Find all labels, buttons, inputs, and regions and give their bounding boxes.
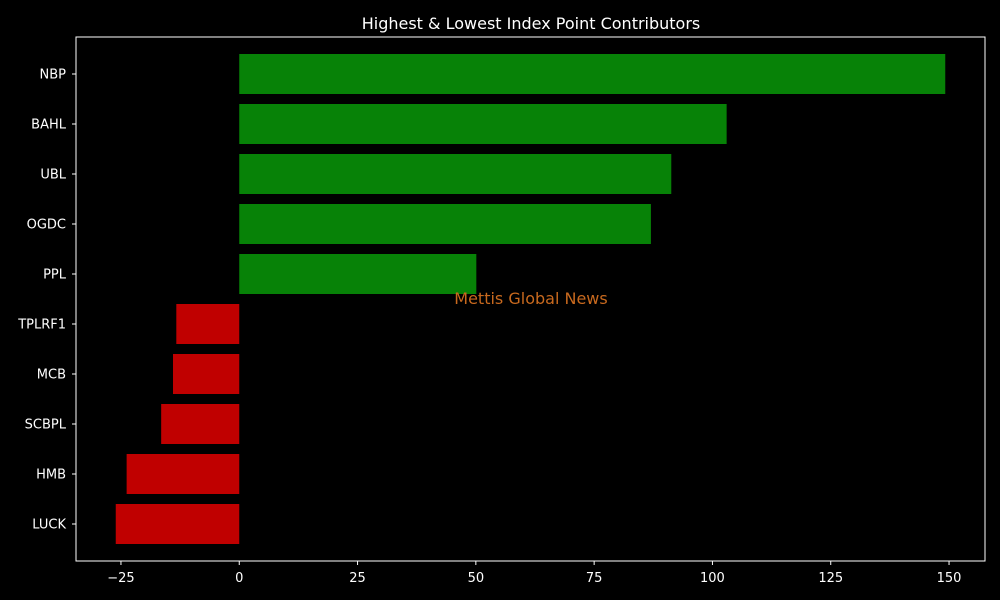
x-tick-label: 100 [700, 571, 725, 586]
x-tick-label: 0 [235, 571, 243, 586]
y-tick-label: TPLRF1 [17, 318, 66, 333]
y-tick-label: SCBPL [25, 418, 67, 433]
y-axis: NBP BAHL UBL OGDC PPL TPLRF1 MCB SCBPL HMB LUCK [17, 68, 76, 533]
y-tick-label: OGDC [27, 218, 66, 233]
chart-title: Highest & Lowest Index Point Contributor… [362, 14, 701, 33]
y-tick-label: PPL [43, 268, 67, 283]
bar-hmb [126, 454, 240, 494]
bar-ubl [239, 154, 672, 194]
y-tick-label: HMB [36, 468, 66, 483]
bars-group [115, 54, 946, 544]
x-tick-label: 75 [586, 571, 603, 586]
y-tick-label: BAHL [31, 118, 67, 133]
x-tick-label: −25 [107, 571, 134, 586]
bar-luck [115, 504, 240, 544]
x-axis: −25 0 25 50 75 100 125 150 [107, 561, 961, 586]
bar-ppl [239, 254, 477, 294]
x-tick-label: 125 [818, 571, 843, 586]
y-tick-label: NBP [40, 68, 67, 83]
x-tick-label: 50 [468, 571, 485, 586]
axes-frame [75, 36, 986, 562]
x-tick-label: 25 [349, 571, 366, 586]
bar-nbp [239, 54, 946, 94]
y-tick-label: MCB [37, 368, 66, 383]
bar-tplrf1 [176, 304, 240, 344]
y-tick-label: UBL [40, 168, 66, 183]
bar-mcb [173, 354, 240, 394]
bar-ogdc [239, 204, 651, 244]
bar-scbpl [161, 404, 240, 444]
x-tick-label: 150 [937, 571, 962, 586]
y-tick-label: LUCK [32, 518, 66, 533]
watermark: Mettis Global News [454, 289, 607, 308]
bar-bahl [239, 104, 727, 144]
